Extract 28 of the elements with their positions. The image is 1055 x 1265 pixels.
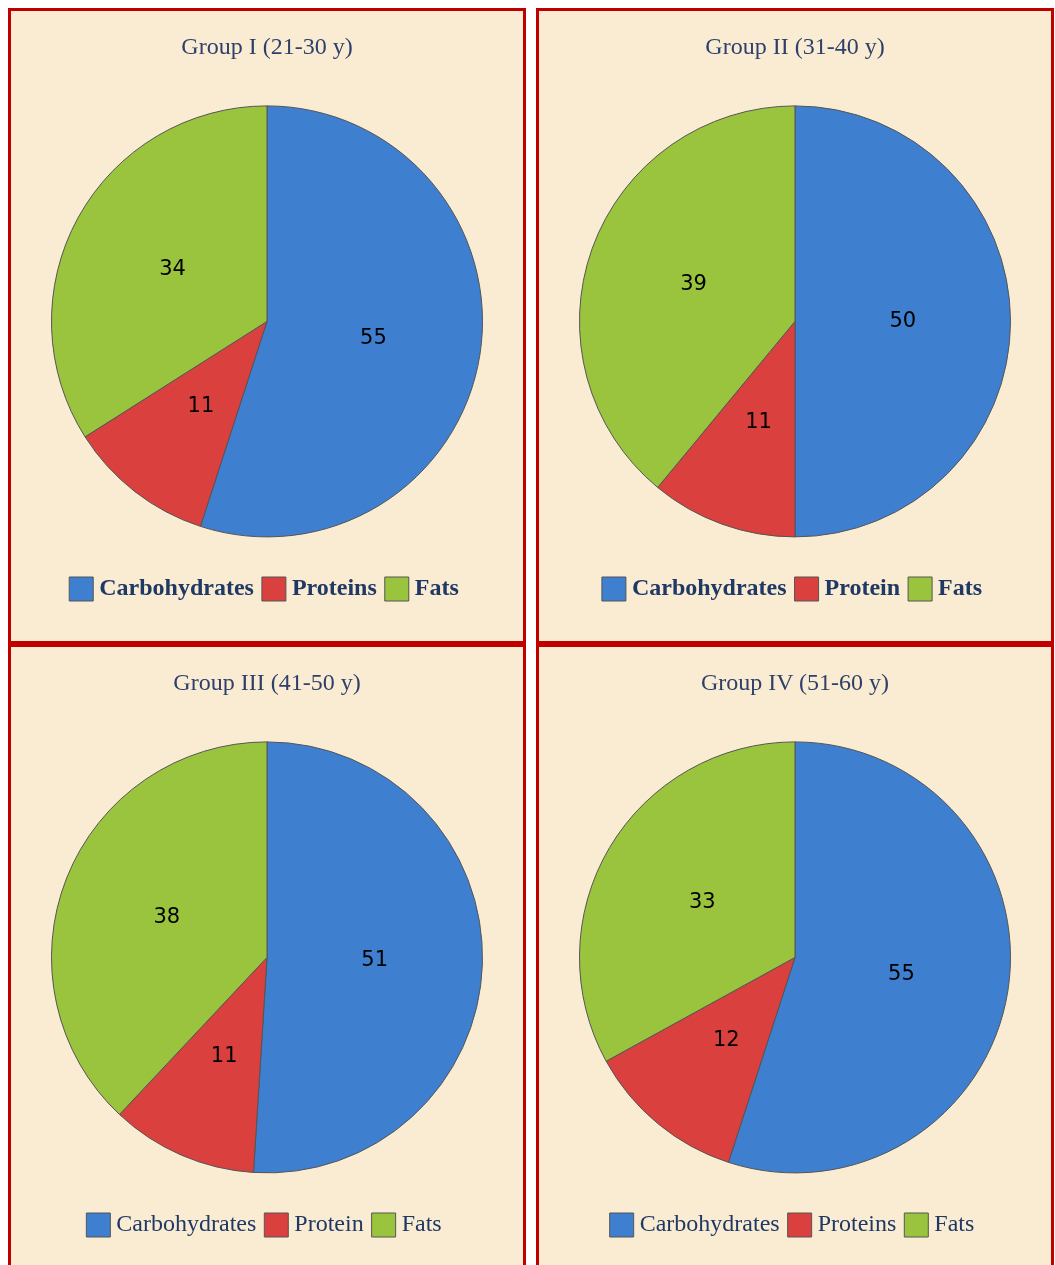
data-label: 50 [889,307,917,332]
legend-label: Proteins [291,574,377,601]
chart-title: Group IV (51-60 y) [700,668,890,695]
data-label: 51 [361,947,389,972]
legend-label: Protein [824,574,901,601]
data-label: 11 [187,392,215,417]
data-label: 55 [360,324,387,349]
legend-label: Fats [414,574,459,601]
data-label: 11 [210,1042,238,1067]
legend-label: Carbohydrates [99,574,254,601]
data-label: 39 [680,271,707,296]
legend-label: Proteins [817,1210,897,1237]
data-label: 34 [159,255,186,280]
data-label: 12 [712,1026,740,1051]
legend-label: Fats [938,574,983,601]
legend-label: Protein [294,1210,364,1237]
data-label: 38 [153,904,181,929]
chart-title: Group III (41-50 y) [173,668,361,695]
legend-label: Carbohydrates [116,1210,257,1237]
chart-title: Group I (21-30 y) [181,32,353,59]
data-label: 11 [745,409,772,434]
data-label: 33 [688,889,716,913]
legend-label: Fats [934,1210,975,1237]
data-label: 55 [888,960,915,985]
chart-title: Group II (31-40 y) [705,32,885,59]
legend-label: Carbohydrates [639,1210,780,1237]
legend-label: Carbohydrates [631,574,787,601]
legend-label: Fats [401,1210,442,1237]
